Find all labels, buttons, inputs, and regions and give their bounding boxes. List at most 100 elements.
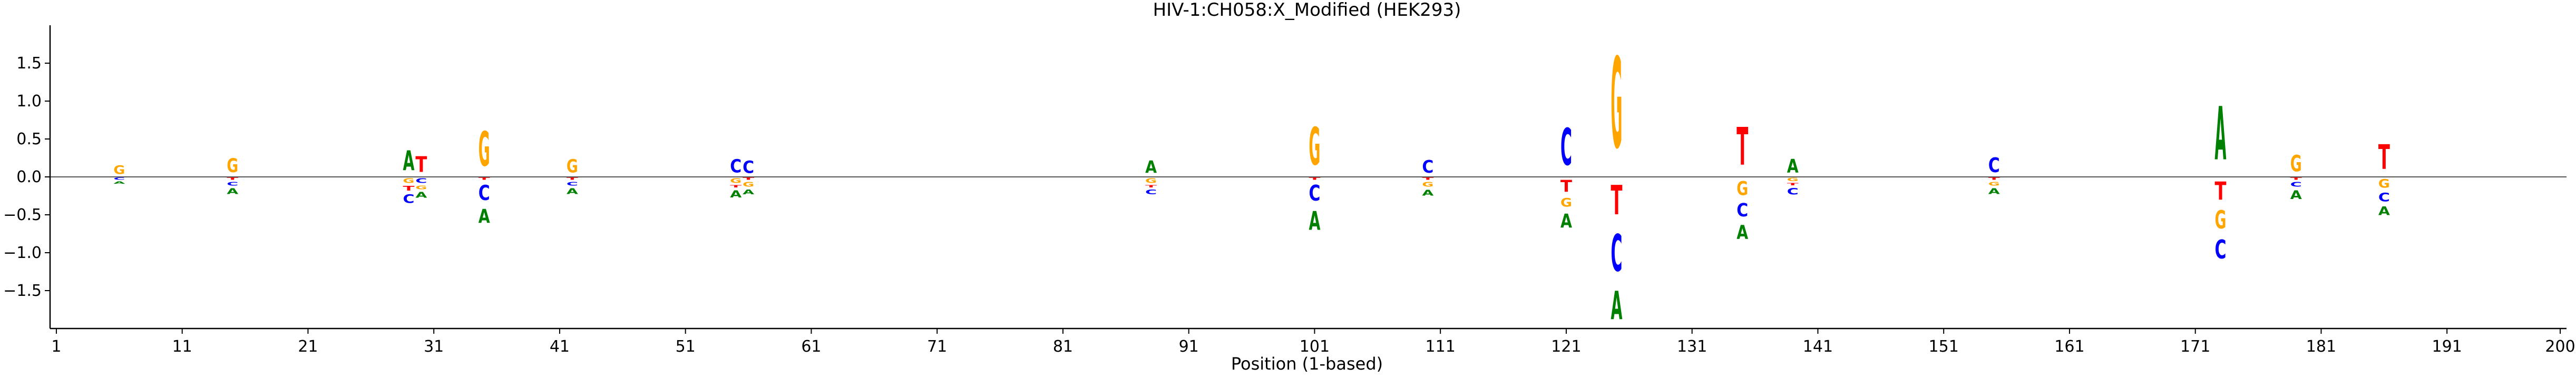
logo-letter-c: C — [2214, 234, 2226, 265]
logo-letter-t: T — [2214, 178, 2226, 206]
logo-letter-c: C — [113, 177, 125, 181]
logo-letter-a: A — [2290, 188, 2302, 202]
svg-text:A: A — [113, 181, 125, 184]
x-axis-ticks: 1 11 21 31 41 51 61 71 81 91 101 111 121 131 141 151 161… — [51, 329, 2575, 356]
x-tick-label: 111 — [1426, 337, 1456, 356]
x-tick-label: 71 — [927, 337, 947, 356]
svg-text:T: T — [730, 185, 741, 188]
y-axis-ticks: −1.5 −1.0 −0.5 0.0 0.5 1.0 1.5 — [3, 54, 50, 300]
svg-text:C: C — [2378, 191, 2390, 204]
svg-text:C: C — [1988, 154, 2000, 177]
logo-letter-c: C — [1145, 188, 1157, 196]
logo-letter-c: C — [227, 181, 238, 187]
logo-letter-a: A — [1988, 187, 2001, 196]
x-tick-label: 141 — [1803, 337, 1833, 356]
svg-text:C: C — [1560, 118, 1572, 177]
logo-letter-g: G — [567, 156, 578, 177]
svg-text:C: C — [1145, 188, 1157, 196]
y-tick-label: 0.0 — [16, 168, 42, 186]
svg-text:C: C — [479, 182, 490, 205]
svg-text:G: G — [567, 156, 578, 177]
logo-letter-a: A — [1611, 284, 1622, 329]
svg-text:T: T — [415, 152, 427, 177]
logo-letter-c: C — [403, 193, 414, 206]
svg-text:A: A — [1736, 221, 1748, 244]
svg-text:C: C — [403, 193, 414, 206]
x-tick-label: 191 — [2432, 337, 2462, 356]
svg-text:C: C — [1787, 186, 1799, 196]
svg-text:T: T — [2214, 178, 2226, 206]
logo-letter-g: G — [403, 177, 414, 184]
logo-letter-a: A — [479, 205, 490, 228]
logo-letter-c: C — [743, 157, 754, 177]
logo-letter-a: A — [1145, 158, 1157, 177]
logo-letter-a: A — [2378, 204, 2390, 218]
logo-letter-g: G — [730, 177, 741, 184]
logo-letter-g: G — [1145, 177, 1157, 184]
svg-text:A: A — [1787, 155, 1799, 177]
logo-letter-t: T — [1560, 177, 1573, 196]
x-tick-label: 151 — [1929, 337, 1959, 356]
logo-letter-t: T — [2290, 177, 2302, 181]
logo-letter-c: C — [415, 177, 427, 185]
svg-text:A: A — [567, 187, 579, 196]
svg-text:T: T — [2290, 177, 2302, 181]
svg-text:A: A — [1422, 188, 1434, 197]
svg-text:G: G — [2378, 177, 2390, 191]
logo-letter-c: C — [1988, 154, 2000, 177]
y-tick-label: −1.5 — [3, 282, 42, 300]
logo-letter-a: A — [1560, 210, 1572, 233]
x-tick-label: 41 — [550, 337, 570, 356]
logo-letter-t: T — [403, 184, 414, 192]
x-tick-label: 171 — [2180, 337, 2210, 356]
logo-letter-g: G — [2378, 177, 2390, 191]
svg-text:G: G — [2214, 206, 2226, 234]
logo-letter-a: A — [1309, 206, 1320, 236]
logo-letter-a: A — [1736, 221, 1748, 244]
logo-letter-a: A — [2214, 92, 2226, 177]
logo-letter-t: T — [1988, 177, 2000, 181]
logo-letter-t: T — [567, 177, 578, 181]
svg-text:T: T — [1560, 177, 1573, 196]
svg-text:T: T — [1736, 117, 1748, 177]
svg-text:A: A — [1988, 187, 2001, 196]
logo-letter-g: G — [2290, 151, 2302, 177]
logo-letter-a: A — [113, 181, 125, 184]
logo-letter-g: G — [479, 121, 490, 177]
logo-letter-c: C — [1560, 118, 1572, 177]
svg-text:G: G — [730, 177, 741, 184]
logo-letter-c: C — [479, 182, 490, 205]
logo-letter-g: G — [1422, 181, 1433, 188]
x-tick-label: 21 — [298, 337, 318, 356]
y-tick-label: 1.0 — [16, 92, 42, 111]
svg-text:C: C — [2290, 181, 2302, 188]
logo-letter-c: C — [1611, 224, 1622, 283]
logo-letter-t: T — [1309, 177, 1320, 181]
logo-letter-a: A — [227, 187, 239, 196]
logo-letter-t: T — [415, 152, 427, 177]
svg-text:G: G — [1988, 181, 2000, 187]
svg-text:G: G — [2290, 151, 2302, 177]
logo-letter-a: A — [403, 145, 414, 177]
svg-text:T: T — [403, 184, 414, 192]
logo-letter-g: G — [1560, 196, 1572, 210]
svg-text:G: G — [479, 121, 490, 177]
logo-letter-c: C — [2378, 191, 2390, 204]
logo-letter-t: T — [730, 185, 741, 188]
x-tick-label: 51 — [676, 337, 696, 356]
logo-letters: GCAGTCAAGTCTCGAGTCAGTCACGTACTGAAGTCGTCAC… — [113, 32, 2390, 329]
svg-text:A: A — [2214, 92, 2226, 177]
svg-text:G: G — [403, 177, 414, 184]
logo-letter-t: T — [1145, 185, 1157, 188]
svg-text:T: T — [1145, 185, 1157, 188]
svg-text:T: T — [1611, 177, 1622, 224]
logo-letter-a: A — [1787, 155, 1799, 177]
logo-letter-g: G — [415, 184, 427, 191]
svg-text:C: C — [1736, 200, 1748, 221]
x-tick-label: 101 — [1300, 337, 1330, 356]
y-tick-label: 0.5 — [16, 130, 42, 148]
logo-letter-a: A — [730, 188, 742, 200]
svg-text:A: A — [415, 191, 427, 200]
svg-text:A: A — [403, 145, 414, 177]
